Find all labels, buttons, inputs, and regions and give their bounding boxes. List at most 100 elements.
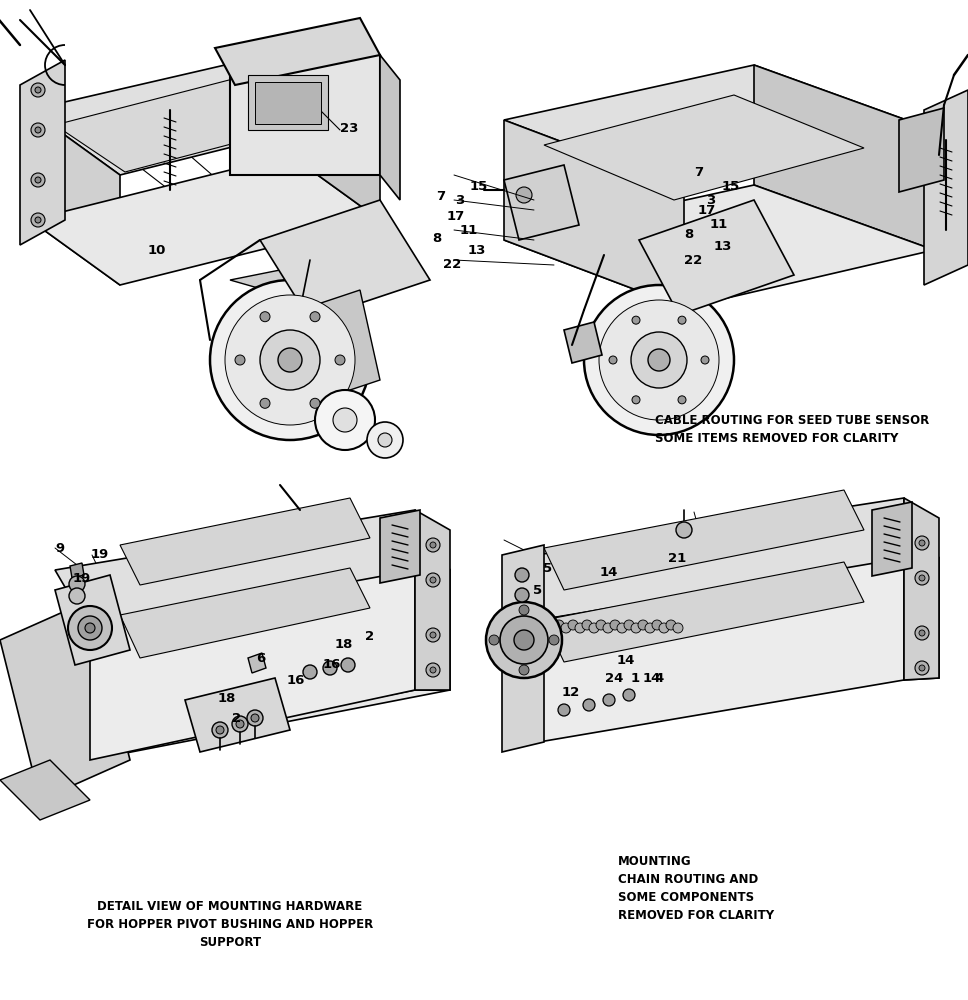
Polygon shape: [30, 110, 120, 285]
Circle shape: [310, 312, 320, 322]
Text: 21: 21: [668, 552, 686, 564]
Text: 23: 23: [340, 121, 358, 134]
Circle shape: [678, 316, 686, 324]
Text: 17: 17: [447, 210, 466, 223]
Circle shape: [519, 665, 529, 675]
Circle shape: [426, 538, 440, 552]
Polygon shape: [70, 563, 84, 578]
Circle shape: [514, 630, 534, 650]
Circle shape: [638, 620, 648, 630]
Circle shape: [609, 356, 617, 364]
Text: 22: 22: [684, 254, 702, 267]
Circle shape: [69, 588, 85, 604]
Circle shape: [232, 716, 248, 732]
Circle shape: [35, 87, 41, 93]
Circle shape: [335, 355, 345, 365]
Circle shape: [610, 620, 620, 630]
Polygon shape: [639, 200, 794, 315]
Text: 11: 11: [460, 224, 478, 236]
Circle shape: [915, 571, 929, 585]
Polygon shape: [504, 65, 934, 188]
Circle shape: [631, 623, 641, 633]
Circle shape: [35, 127, 41, 133]
Circle shape: [915, 536, 929, 550]
Circle shape: [210, 280, 370, 440]
Circle shape: [583, 699, 595, 711]
Circle shape: [333, 408, 357, 432]
Circle shape: [582, 620, 592, 630]
Circle shape: [225, 295, 355, 425]
Circle shape: [216, 726, 224, 734]
Circle shape: [341, 658, 355, 672]
Polygon shape: [0, 760, 90, 820]
Text: 15: 15: [470, 180, 488, 192]
Text: CABLE ROUTING FOR SEED TUBE SENSOR
SOME ITEMS REMOVED FOR CLARITY: CABLE ROUTING FOR SEED TUBE SENSOR SOME …: [655, 414, 929, 445]
Circle shape: [426, 573, 440, 587]
Polygon shape: [504, 185, 934, 308]
Text: 5: 5: [543, 562, 552, 574]
Circle shape: [212, 722, 228, 738]
Circle shape: [561, 623, 571, 633]
Text: 3: 3: [706, 194, 715, 207]
Polygon shape: [300, 290, 380, 400]
Polygon shape: [504, 165, 579, 240]
Polygon shape: [539, 558, 904, 742]
Circle shape: [549, 635, 559, 645]
Circle shape: [596, 620, 606, 630]
Polygon shape: [215, 18, 380, 85]
Text: 13: 13: [468, 243, 486, 256]
Polygon shape: [754, 65, 934, 250]
Text: 4: 4: [654, 672, 663, 684]
Text: 16: 16: [287, 674, 305, 688]
Circle shape: [666, 620, 676, 630]
Polygon shape: [55, 690, 450, 760]
Polygon shape: [230, 270, 350, 300]
Polygon shape: [544, 490, 864, 590]
Polygon shape: [120, 498, 370, 585]
Text: DETAIL VIEW OF MOUNTING HARDWARE
FOR HOPPER PIVOT BUSHING AND HOPPER
SUPPORT: DETAIL VIEW OF MOUNTING HARDWARE FOR HOP…: [87, 900, 373, 949]
Text: 11: 11: [710, 219, 728, 232]
Text: 22: 22: [443, 257, 461, 270]
Text: 17: 17: [698, 205, 716, 218]
Polygon shape: [380, 55, 400, 200]
Circle shape: [673, 623, 683, 633]
Text: 8: 8: [432, 232, 441, 244]
Polygon shape: [415, 510, 450, 690]
Polygon shape: [564, 322, 602, 363]
Circle shape: [516, 187, 532, 203]
Circle shape: [31, 173, 45, 187]
Circle shape: [426, 628, 440, 642]
Polygon shape: [872, 502, 912, 576]
Circle shape: [31, 83, 45, 97]
Text: 14: 14: [643, 672, 661, 684]
Text: 14: 14: [600, 566, 619, 578]
Circle shape: [236, 720, 244, 728]
Polygon shape: [504, 560, 539, 742]
Circle shape: [919, 665, 925, 671]
Bar: [248, 75, 328, 130]
Circle shape: [919, 630, 925, 636]
Circle shape: [35, 177, 41, 183]
Polygon shape: [248, 653, 266, 673]
Circle shape: [645, 623, 655, 633]
Polygon shape: [415, 510, 450, 690]
Circle shape: [315, 390, 375, 450]
Text: 9: 9: [55, 542, 64, 554]
Circle shape: [701, 356, 709, 364]
Circle shape: [260, 398, 270, 408]
Polygon shape: [924, 90, 968, 285]
Polygon shape: [380, 510, 420, 583]
Text: MOUNTING
CHAIN ROUTING AND
SOME COMPONENTS
REMOVED FOR CLARITY: MOUNTING CHAIN ROUTING AND SOME COMPONEN…: [618, 855, 774, 922]
Circle shape: [659, 623, 669, 633]
Circle shape: [915, 661, 929, 675]
Circle shape: [652, 620, 662, 630]
Circle shape: [430, 577, 436, 583]
Text: 13: 13: [714, 240, 733, 253]
Circle shape: [247, 710, 263, 726]
Circle shape: [589, 623, 599, 633]
Text: 7: 7: [436, 190, 445, 202]
Circle shape: [603, 694, 615, 706]
Polygon shape: [504, 498, 939, 620]
Circle shape: [603, 623, 613, 633]
Circle shape: [919, 575, 925, 581]
